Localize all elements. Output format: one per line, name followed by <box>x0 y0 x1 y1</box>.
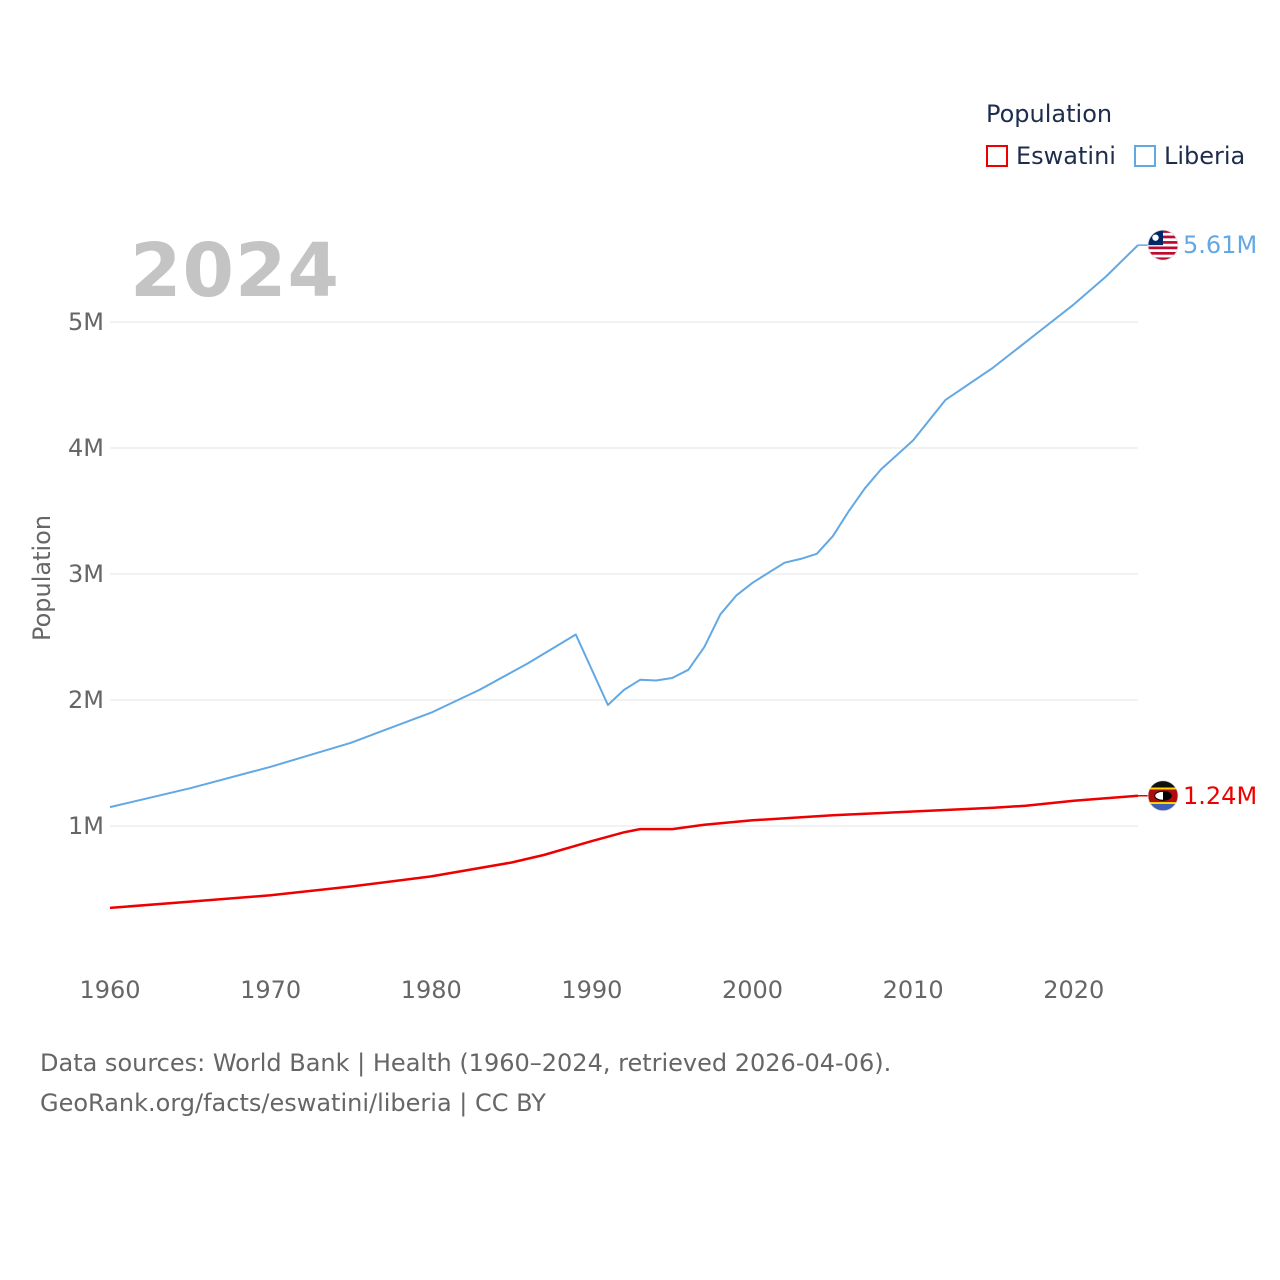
legend-label-liberia: Liberia <box>1163 142 1246 170</box>
y-tick-label-2M: 2M <box>68 686 104 714</box>
y-tick-label-3M: 3M <box>68 560 104 588</box>
x-tick-label-2000: 2000 <box>722 976 783 1004</box>
source-line-1: Data sources: World Bank | Health (1960–… <box>40 1049 892 1077</box>
source-note: Data sources: World Bank | Health (1960–… <box>40 1043 891 1123</box>
legend-item-eswatini[interactable]: Eswatini <box>986 142 1116 170</box>
gridlines <box>110 321 1138 827</box>
x-axis-ticks: 1960 1970 1980 1990 2000 2010 2020 <box>79 976 1104 1004</box>
x-tick-label-1980: 1980 <box>401 976 462 1004</box>
legend-label-eswatini: Eswatini <box>1016 142 1116 170</box>
liberia-flag-icon <box>1147 229 1179 261</box>
current-year-label: 2024 <box>130 228 340 314</box>
x-tick-label-2020: 2020 <box>1043 976 1104 1004</box>
y-tick-label-4M: 4M <box>68 434 104 462</box>
series-line-liberia[interactable] <box>109 244 1139 809</box>
legend-title: Population <box>986 100 1113 128</box>
end-value-label-liberia: 5.61M <box>1183 231 1257 259</box>
end-value-label-eswatini: 1.24M <box>1183 782 1257 810</box>
legend-swatch-eswatini <box>986 145 1008 167</box>
series-lines <box>109 244 1139 910</box>
x-tick-label-1970: 1970 <box>240 976 301 1004</box>
legend-swatch-liberia <box>1133 145 1156 167</box>
series-line-eswatini[interactable] <box>109 794 1139 910</box>
x-tick-label-2010: 2010 <box>883 976 944 1004</box>
x-tick-label-1990: 1990 <box>561 976 622 1004</box>
eswatini-flag-icon <box>1147 780 1179 812</box>
x-tick-label-1960: 1960 <box>79 976 140 1004</box>
y-tick-label-1M: 1M <box>68 812 104 840</box>
source-line-2[interactable]: GeoRank.org/facts/eswatini/liberia | CC … <box>40 1089 546 1117</box>
y-axis-label: Population <box>28 515 56 641</box>
legend: Eswatini Liberia <box>986 142 1263 170</box>
series-end-markers: 1.24M 5.61M <box>1138 229 1257 812</box>
legend-item-liberia[interactable]: Liberia <box>1133 142 1246 170</box>
y-tick-label-5M: 5M <box>68 308 104 336</box>
y-axis-ticks: 1M 2M 3M 4M 5M <box>68 308 104 840</box>
